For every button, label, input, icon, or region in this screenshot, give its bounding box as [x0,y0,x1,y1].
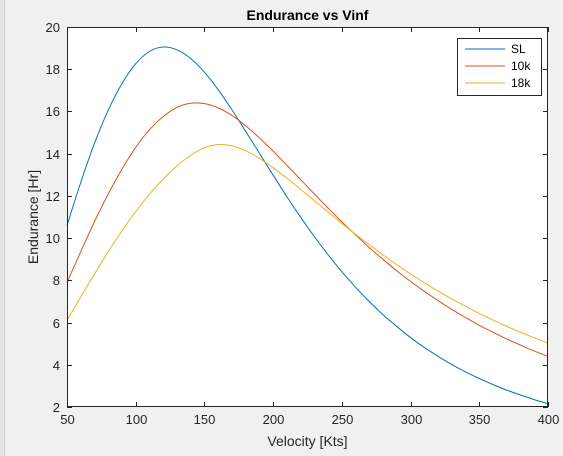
x-tick-label: 350 [469,412,491,427]
series-lines [66,46,549,405]
y-tick-label: 10 [46,231,60,246]
y-tick-label: 4 [53,358,60,373]
x-axis-ticks: 50 100 150 200 250 300 350 400 [60,27,559,427]
series-line-10k [66,102,549,357]
x-tick-label: 150 [194,412,216,427]
y-tick-label: 14 [46,147,60,162]
x-tick-label: 100 [126,412,148,427]
legend-label-sl: SL [511,42,526,56]
x-tick-label: 400 [538,412,560,427]
y-tick-label: 20 [46,20,60,35]
chart-title: Endurance vs Vinf [247,7,369,23]
y-tick-label: 2 [53,400,60,415]
x-tick-label: 300 [401,412,423,427]
axes-box [67,27,548,407]
y-tick-label: 6 [53,316,60,331]
legend-box [457,38,542,96]
legend-label-10k: 10k [511,59,531,73]
series-line-18k [66,144,549,344]
y-axis-ticks: 2 4 6 8 10 12 14 16 18 20 [46,20,548,415]
y-tick-label: 18 [46,62,60,77]
y-axis-label: Endurance [Hr] [25,170,41,264]
legend-label-18k: 18k [511,76,531,90]
x-tick-label: 200 [263,412,285,427]
legend: SL 10k 18k [457,38,542,96]
y-tick-label: 16 [46,104,60,119]
y-tick-label: 12 [46,189,60,204]
y-tick-label: 8 [53,273,60,288]
series-line-sl [66,46,549,405]
x-axis-label: Velocity [Kts] [267,433,347,449]
x-tick-label: 50 [60,412,74,427]
window-left-border [0,0,5,456]
x-tick-label: 250 [332,412,354,427]
